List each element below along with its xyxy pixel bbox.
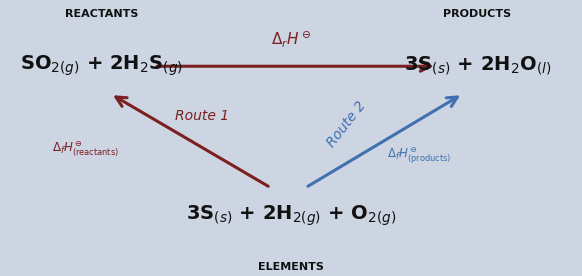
Text: ELEMENTS: ELEMENTS	[258, 262, 324, 272]
Text: REACTANTS: REACTANTS	[65, 9, 139, 19]
Text: Route 1: Route 1	[175, 109, 229, 123]
Text: 3S$_{(s)}$ + 2H$_2$O$_{(l)}$: 3S$_{(s)}$ + 2H$_2$O$_{(l)}$	[403, 55, 551, 77]
Text: SO$_{2(g)}$ + 2H$_2$S$_{(g)}$: SO$_{2(g)}$ + 2H$_2$S$_{(g)}$	[20, 54, 183, 78]
Text: Route 2: Route 2	[324, 99, 368, 150]
Text: $\Delta_f H^\ominus_{\mathrm{(reactants)}}$: $\Delta_f H^\ominus_{\mathrm{(reactants)…	[52, 139, 119, 159]
Text: $\Delta_r H^\ominus$: $\Delta_r H^\ominus$	[271, 29, 311, 49]
Text: 3S$_{(s)}$ + 2H$_{2(g)}$ + O$_{2(g)}$: 3S$_{(s)}$ + 2H$_{2(g)}$ + O$_{2(g)}$	[186, 203, 396, 227]
Text: $\Delta_f H^\ominus_{\mathrm{(products)}}$: $\Delta_f H^\ominus_{\mathrm{(products)}…	[387, 145, 451, 164]
Text: PRODUCTS: PRODUCTS	[443, 9, 512, 19]
